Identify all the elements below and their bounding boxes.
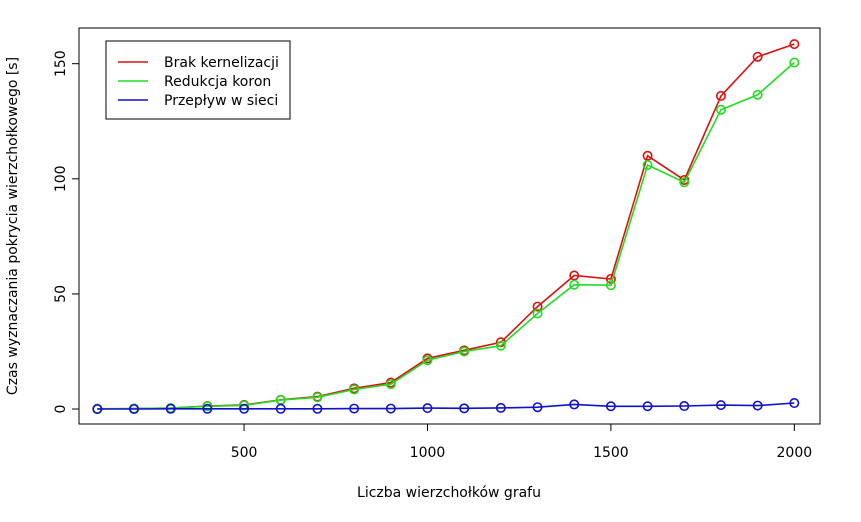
- data-point: [789, 57, 800, 68]
- data-point: [275, 403, 286, 414]
- x-axis-label: Liczba wierzchołków grafu: [357, 485, 541, 501]
- data-point: [715, 400, 726, 411]
- y-tick-label: 150: [53, 50, 69, 77]
- data-point: [679, 401, 690, 412]
- data-point: [642, 401, 653, 412]
- data-point: [202, 403, 213, 414]
- x-tick-label: 2000: [777, 445, 813, 461]
- data-point: [532, 301, 543, 312]
- y-axis: 0 50 100 150: [53, 50, 79, 413]
- data-point: [752, 89, 763, 100]
- y-tick-label: 0: [53, 405, 69, 414]
- series-layer: [92, 39, 800, 415]
- data-point: [642, 150, 653, 161]
- series-line: [97, 61, 795, 410]
- data-point: [165, 403, 176, 414]
- data-point: [532, 402, 543, 413]
- data-point: [92, 404, 103, 415]
- data-point: [385, 403, 396, 414]
- series-line: [97, 402, 795, 410]
- data-point: [495, 402, 506, 413]
- data-point: [495, 340, 506, 351]
- legend: Brak kernelizacji Redukcja koron Przepły…: [105, 40, 291, 120]
- data-point: [312, 392, 323, 403]
- plot-frame: [78, 27, 821, 425]
- data-point: [605, 401, 616, 412]
- data-point: [789, 39, 800, 50]
- y-tick-label: 50: [53, 285, 69, 303]
- data-point: [569, 279, 580, 290]
- data-point: [239, 403, 250, 414]
- data-point: [349, 384, 360, 395]
- data-point: [349, 403, 360, 414]
- data-point: [385, 379, 396, 390]
- legend-label-brak-kernelizacji: Brak kernelizacji: [164, 55, 279, 71]
- data-point: [605, 280, 616, 291]
- legend-box: [105, 40, 291, 120]
- data-point: [459, 346, 470, 357]
- data-point: [752, 51, 763, 62]
- data-point: [569, 399, 580, 410]
- data-point: [422, 403, 433, 414]
- data-point: [129, 404, 140, 415]
- series-3: [92, 398, 800, 415]
- data-point: [312, 403, 323, 414]
- x-tick-label: 500: [231, 445, 258, 461]
- data-point: [422, 355, 433, 366]
- x-tick-label: 1500: [593, 445, 629, 461]
- legend-label-redukcja-koron: Redukcja koron: [164, 74, 271, 90]
- data-point: [789, 398, 800, 409]
- data-point: [715, 90, 726, 101]
- data-point: [752, 400, 763, 411]
- legend-label-przeplyw-w-sieci: Przepływ w sieci: [164, 93, 278, 109]
- data-point: [679, 177, 690, 188]
- y-tick-label: 100: [53, 165, 69, 192]
- data-point: [642, 159, 653, 170]
- x-tick-label: 1000: [410, 445, 446, 461]
- y-axis-label: Czas wyznaczania pokrycia wierzchołkoweg…: [5, 57, 21, 395]
- data-point: [569, 270, 580, 281]
- data-point: [459, 403, 470, 414]
- data-point: [532, 308, 543, 319]
- x-axis: 500 1000 1500 2000: [231, 424, 812, 461]
- data-point: [715, 104, 726, 115]
